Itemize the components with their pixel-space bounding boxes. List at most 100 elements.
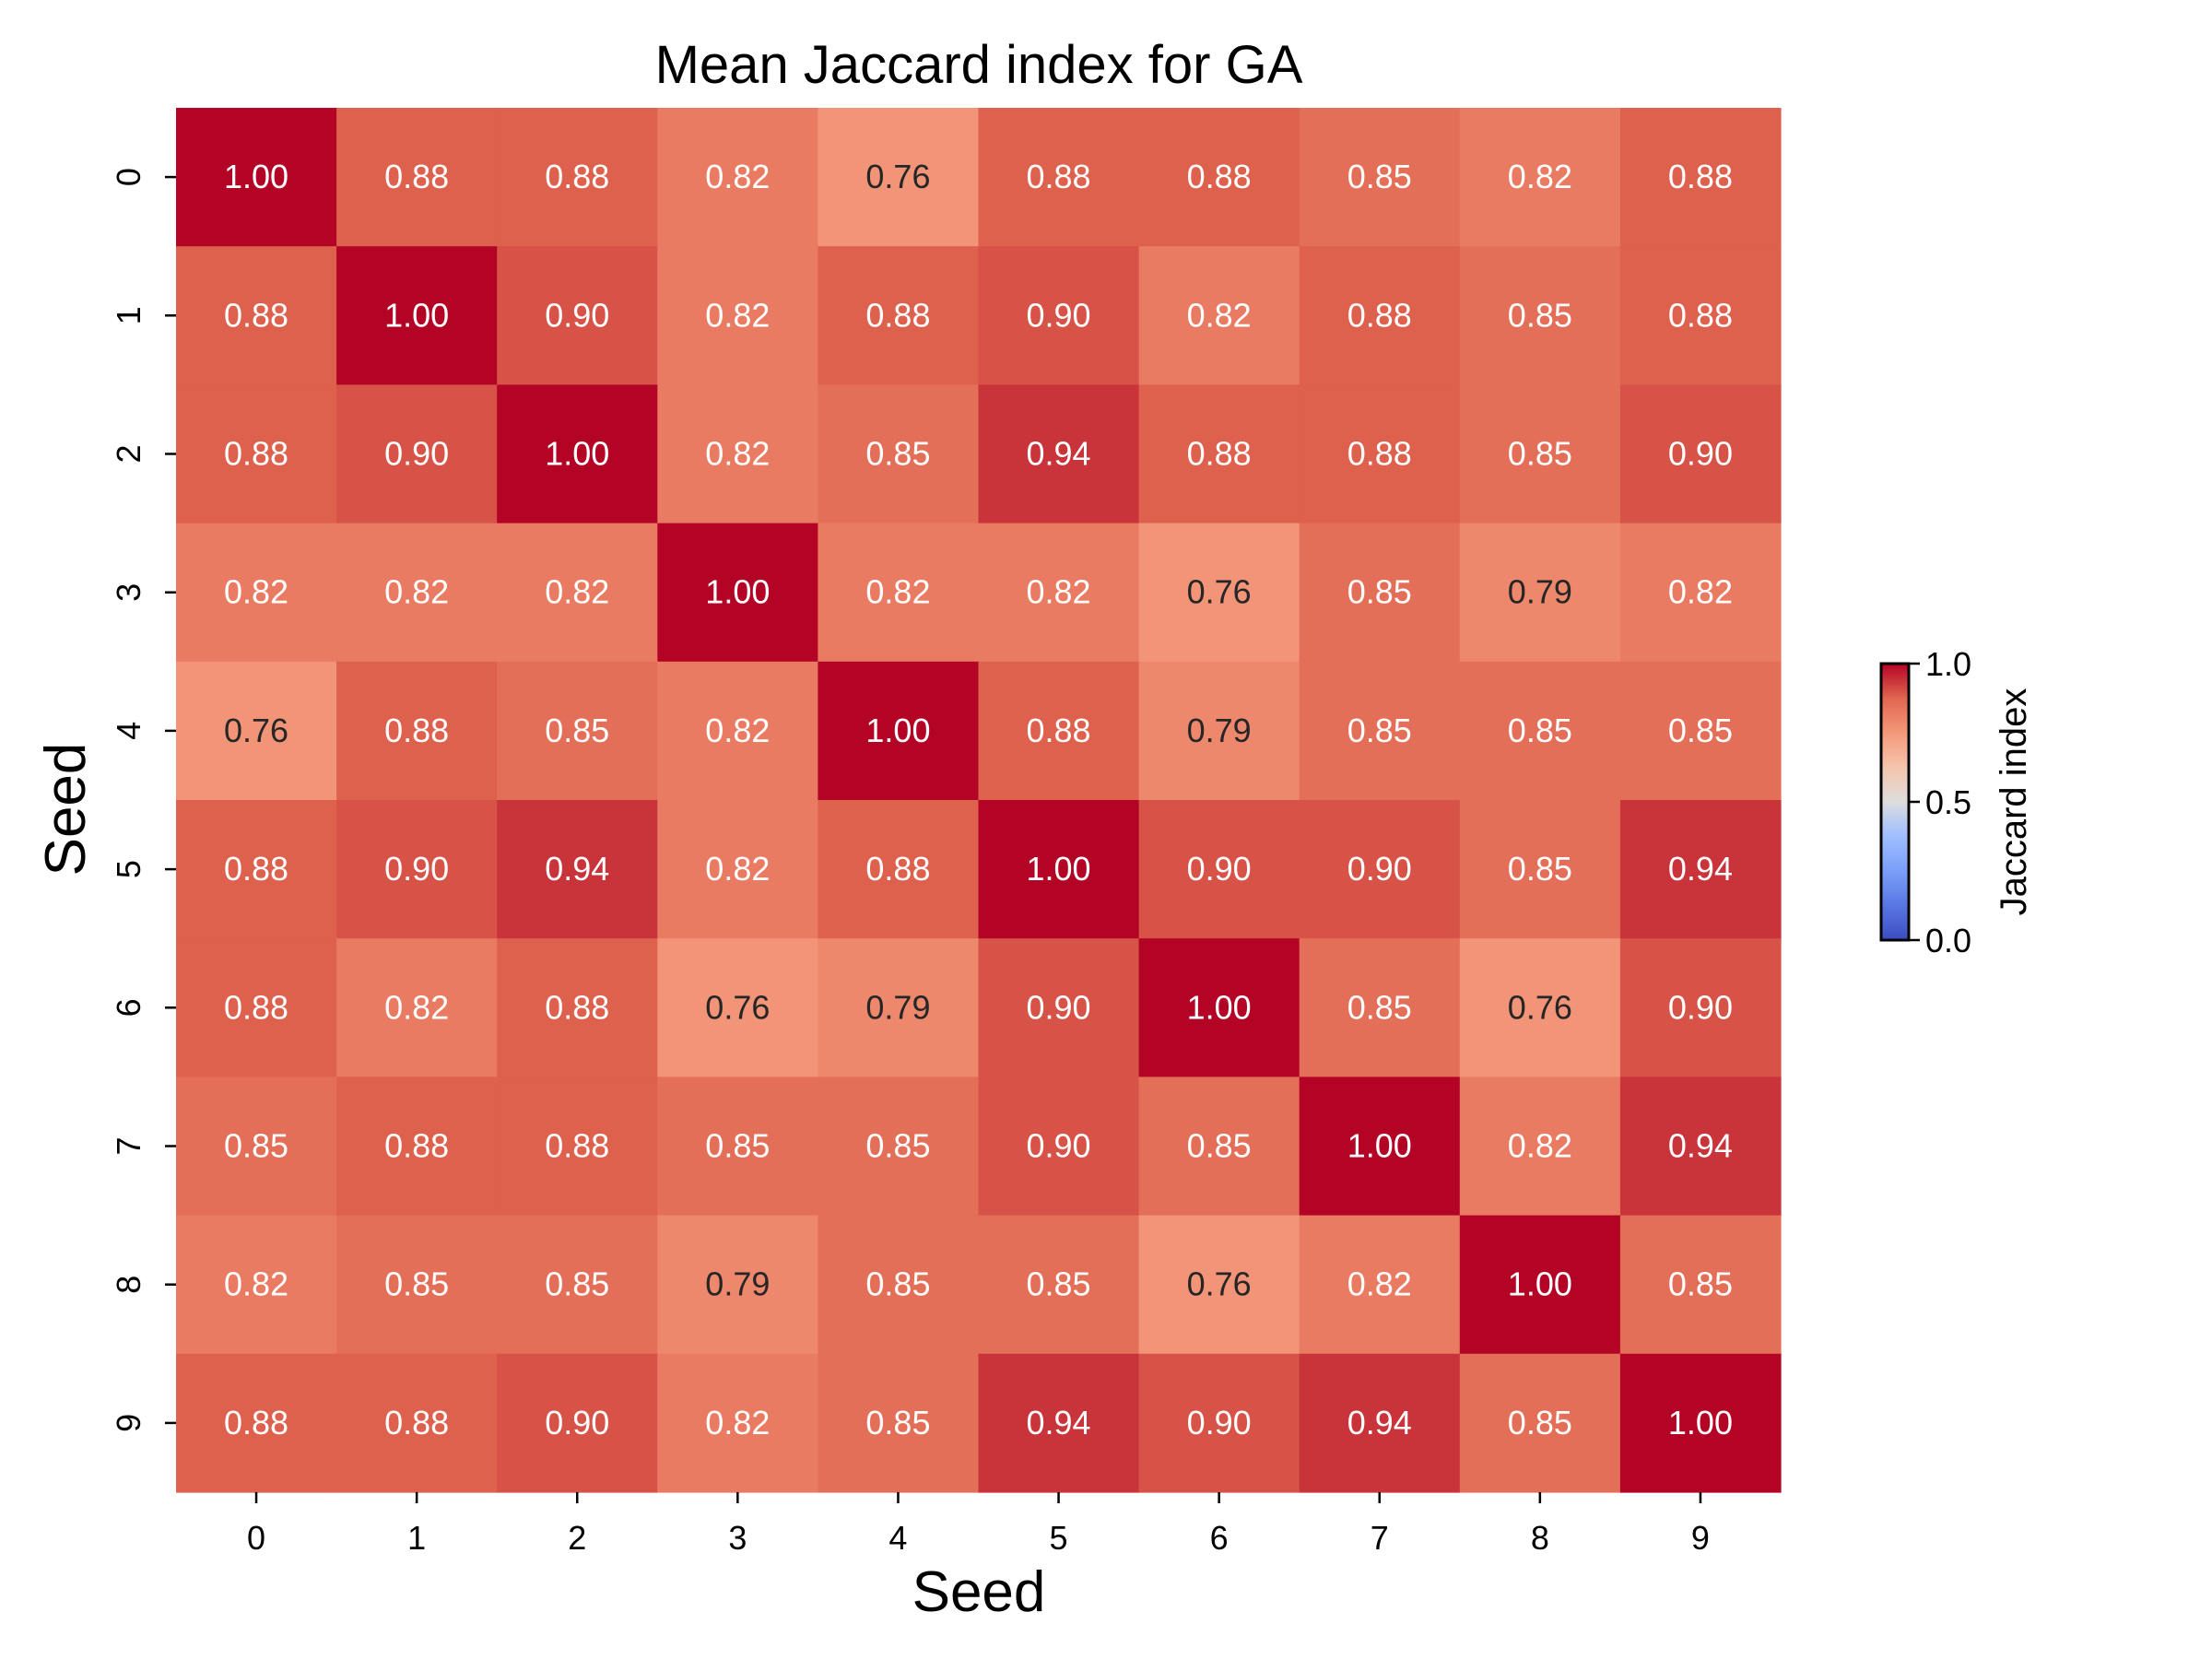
cell-value-8-5: 0.85 [1027, 1265, 1091, 1303]
heatmap-cell-1-4 [818, 246, 980, 385]
heatmap-cell-2-0 [176, 384, 337, 524]
cell-value-9-5: 0.94 [1027, 1404, 1091, 1441]
cell-value-4-8: 0.85 [1508, 712, 1572, 749]
cell-value-2-1: 0.90 [384, 435, 449, 473]
cell-value-5-0: 0.88 [224, 850, 288, 888]
cell-value-3-2: 0.82 [545, 573, 609, 611]
cell-value-5-6: 0.90 [1187, 850, 1252, 888]
heatmap-cell-5-4 [818, 800, 980, 939]
x-axis-label: Seed [912, 1560, 1046, 1624]
heatmap-cell-8-2 [497, 1215, 658, 1355]
heatmap-cell-0-9 [1619, 108, 1782, 247]
heatmap-cell-1-2 [497, 246, 658, 385]
cell-value-8-6: 0.76 [1187, 1265, 1252, 1303]
x-tick-label-1: 1 [407, 1519, 426, 1557]
heatmap-cell-4-0 [176, 661, 337, 801]
heatmap-cell-0-5 [978, 108, 1140, 247]
heatmap-cell-0-6 [1138, 108, 1300, 247]
cell-value-7-5: 0.90 [1027, 1127, 1091, 1165]
cell-value-1-3: 0.82 [705, 296, 770, 334]
y-tick-label-3: 3 [110, 583, 147, 602]
cell-value-1-6: 0.82 [1187, 296, 1252, 334]
cell-value-9-2: 0.90 [545, 1404, 609, 1441]
cell-value-8-3: 0.79 [705, 1265, 770, 1303]
heatmap-cell-9-1 [336, 1353, 498, 1493]
heatmap-cell-7-8 [1459, 1077, 1621, 1217]
cell-value-5-2: 0.94 [545, 850, 609, 888]
heatmap-cell-1-3 [657, 246, 818, 385]
heatmap-cell-8-5 [978, 1215, 1140, 1355]
heatmap-cell-3-8 [1459, 523, 1621, 663]
heatmap-cell-3-9 [1619, 523, 1782, 663]
cell-value-3-5: 0.82 [1027, 573, 1091, 611]
cell-value-7-3: 0.85 [705, 1127, 770, 1165]
heatmap-cell-7-4 [818, 1077, 980, 1217]
heatmap-cell-7-1 [336, 1077, 498, 1217]
heatmap-cell-3-2 [497, 523, 658, 663]
heatmap-cell-8-9 [1619, 1215, 1782, 1355]
y-tick-label-5: 5 [110, 860, 147, 878]
y-axis-ticks: 0 1 2 3 4 5 6 7 8 9 [110, 168, 176, 1432]
cell-value-4-0: 0.76 [224, 712, 288, 749]
heatmap-cell-0-7 [1299, 108, 1461, 247]
heatmap-cell-2-6 [1138, 384, 1300, 524]
cell-value-3-1: 0.82 [384, 573, 449, 611]
cell-value-1-0: 0.88 [224, 296, 288, 334]
cell-value-0-5: 0.88 [1027, 158, 1091, 195]
heatmap-cell-9-6 [1138, 1353, 1300, 1493]
heatmap-cell-4-8 [1459, 661, 1621, 801]
cell-value-3-3: 1.00 [705, 573, 770, 611]
x-tick-label-4: 4 [888, 1519, 907, 1557]
cell-value-4-6: 0.79 [1187, 712, 1252, 749]
heatmap-cell-6-0 [176, 938, 337, 1077]
heatmap-cell-8-4 [818, 1215, 980, 1355]
heatmap-cell-4-9 [1619, 661, 1782, 801]
y-tick-label-4: 4 [110, 722, 147, 740]
heatmap-cell-7-5 [978, 1077, 1140, 1217]
heatmap-cell-8-6 [1138, 1215, 1300, 1355]
cell-value-1-7: 0.88 [1347, 296, 1412, 334]
colorbar-tick-label-0: 0.0 [1925, 922, 1971, 959]
cell-value-6-7: 0.85 [1347, 988, 1412, 1026]
heatmap-cell-2-3 [657, 384, 818, 524]
cell-value-1-5: 0.90 [1027, 296, 1091, 334]
cell-value-9-3: 0.82 [705, 1404, 770, 1441]
heatmap-cell-0-8 [1459, 108, 1621, 247]
cell-value-5-4: 0.88 [865, 850, 930, 888]
heatmap-cell-4-4 [818, 661, 980, 801]
cell-value-3-6: 0.76 [1187, 573, 1252, 611]
cell-value-6-4: 0.79 [865, 988, 930, 1026]
cell-value-3-9: 0.82 [1668, 573, 1733, 611]
cell-value-0-6: 0.88 [1187, 158, 1252, 195]
x-tick-label-8: 8 [1531, 1519, 1549, 1557]
x-tick-label-7: 7 [1371, 1519, 1389, 1557]
cell-value-2-0: 0.88 [224, 435, 288, 473]
cell-value-1-8: 0.85 [1508, 296, 1572, 334]
heatmap-cell-7-3 [657, 1077, 818, 1217]
heatmap-cell-6-6 [1138, 938, 1300, 1077]
cell-value-0-8: 0.82 [1508, 158, 1572, 195]
x-tick-label-5: 5 [1050, 1519, 1068, 1557]
y-tick-label-8: 8 [110, 1276, 147, 1294]
cell-value-8-1: 0.85 [384, 1265, 449, 1303]
heatmap-cell-6-8 [1459, 938, 1621, 1077]
y-tick-label-9: 9 [110, 1414, 147, 1432]
x-tick-label-2: 2 [568, 1519, 586, 1557]
heatmap-cell-6-2 [497, 938, 658, 1077]
heatmap-cell-9-5 [978, 1353, 1140, 1493]
heatmap-cell-1-6 [1138, 246, 1300, 385]
heatmap-cell-3-0 [176, 523, 337, 663]
cell-value-5-5: 1.00 [1027, 850, 1091, 888]
cell-value-9-9: 1.00 [1668, 1404, 1733, 1441]
heatmap-cell-8-1 [336, 1215, 498, 1355]
heatmap-cell-0-3 [657, 108, 818, 247]
cell-value-0-2: 0.88 [545, 158, 609, 195]
cell-value-8-0: 0.82 [224, 1265, 288, 1303]
cell-value-1-2: 0.90 [545, 296, 609, 334]
cell-value-2-2: 1.00 [545, 435, 609, 473]
cell-value-5-3: 0.82 [705, 850, 770, 888]
heatmap-cell-4-2 [497, 661, 658, 801]
heatmap-cell-1-7 [1299, 246, 1461, 385]
cell-value-1-9: 0.88 [1668, 296, 1733, 334]
